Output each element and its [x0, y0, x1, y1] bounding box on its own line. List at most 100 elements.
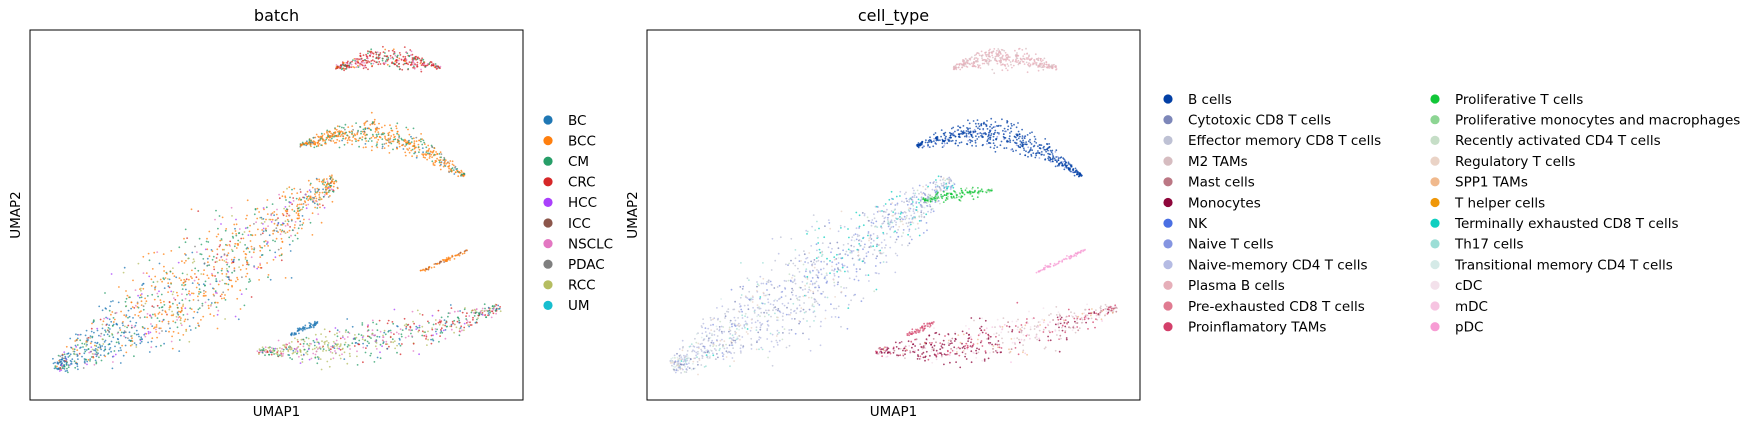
legend-marker: [543, 239, 553, 249]
legend-item-proliferative-monocytes-and-macrophages: Proliferative monocytes and macrophages: [1430, 113, 1740, 129]
legend-item-icc: ICC: [543, 216, 591, 232]
legend-marker: [1430, 156, 1440, 166]
legend-marker: [1163, 239, 1173, 249]
legend-item-proinflamatory-tams: Proinflamatory TAMs: [1163, 320, 1326, 336]
legend-marker: [543, 115, 553, 125]
legend-label: B cells: [1188, 92, 1232, 108]
legend-marker: [1163, 115, 1173, 125]
legend-marker: [1163, 197, 1173, 208]
plot-frame: [646, 29, 1141, 401]
x-axis-label: UMAP1: [253, 404, 301, 420]
legend-item-nsclc: NSCLC: [543, 236, 613, 252]
legend-label: CM: [568, 154, 589, 170]
legend-item-terminally-exhausted-cd8-t-cells: Terminally exhausted CD8 T cells: [1430, 216, 1679, 232]
legend-marker: [543, 300, 553, 310]
y-axis-label: UMAP2: [8, 191, 24, 239]
legend-marker: [1430, 280, 1440, 290]
legend-item-crc: CRC: [543, 175, 596, 191]
legend-label: Effector memory CD8 T cells: [1188, 133, 1381, 149]
legend-label: Mast cells: [1188, 175, 1255, 191]
legend-item-recently-activated-cd4-t-cells: Recently activated CD4 T cells: [1430, 133, 1661, 149]
legend-marker: [543, 136, 553, 146]
legend-label: Cytotoxic CD8 T cells: [1188, 113, 1331, 129]
legend-marker: [1163, 280, 1173, 290]
legend-item-regulatory-t-cells: Regulatory T cells: [1430, 154, 1575, 170]
legend-label: PDAC: [568, 257, 605, 273]
legend-marker: [1430, 135, 1440, 145]
legend-label: ICC: [568, 216, 591, 232]
legend-marker: [1430, 115, 1440, 125]
legend-label: T helper cells: [1454, 195, 1545, 211]
legend-marker: [1163, 177, 1173, 187]
legend-marker: [1163, 322, 1173, 332]
legend-item-bc: BC: [543, 113, 586, 129]
legend-marker: [1430, 177, 1440, 187]
legend-item-effector-memory-cd8-t-cells: Effector memory CD8 T cells: [1163, 133, 1381, 149]
legend-marker: [543, 218, 553, 228]
legend-marker: [1430, 301, 1440, 311]
y-axis-label: UMAP2: [625, 191, 641, 239]
legend-label: RCC: [568, 278, 596, 294]
legend-item-hcc: HCC: [543, 195, 597, 211]
legend-marker: [543, 156, 553, 166]
legend-item-rcc: RCC: [543, 278, 596, 294]
legend: B cells Cytotoxic CD8 T cells Effector mem…: [1163, 92, 1740, 336]
legend-marker: [1163, 301, 1173, 311]
legend-marker: [1430, 197, 1440, 208]
legend-label: Proinflamatory TAMs: [1188, 320, 1326, 336]
legend-marker: [543, 259, 553, 269]
legend-marker: [1163, 260, 1173, 270]
legend-marker: [543, 197, 553, 207]
legend-item-cm: CM: [543, 154, 589, 170]
legend-item-t-helper-cells: T helper cells: [1430, 195, 1545, 211]
legend-label: BC: [568, 113, 586, 129]
legend-label: BCC: [568, 133, 596, 149]
legend-label: SPP1 TAMs: [1455, 175, 1528, 191]
legend-marker: [1430, 218, 1440, 228]
legend-label: pDC: [1455, 320, 1483, 336]
legend-item-cdc: cDC: [1430, 278, 1482, 294]
legend-item-mast-cells: Mast cells: [1163, 175, 1255, 191]
legend-item-transitional-memory-cd4-t-cells: Transitional memory CD4 T cells: [1430, 257, 1673, 273]
legend-label: NK: [1188, 216, 1208, 232]
legend-label: cDC: [1455, 278, 1482, 294]
legend-label: mDC: [1455, 299, 1488, 315]
legend-item-pdac: PDAC: [543, 257, 605, 273]
legend-item-b-cells: B cells: [1163, 92, 1232, 108]
legend: BC BCC CM CRC HCC ICC NSCLC PDAC RCC UM: [543, 113, 613, 314]
legend-marker: [1163, 94, 1173, 104]
legend-label: HCC: [568, 195, 597, 211]
legend-label: M2 TAMs: [1188, 154, 1248, 170]
legend-item-naive-memory-cd4-t-cells: Naive-memory CD4 T cells: [1163, 257, 1368, 273]
legend-marker: [1163, 135, 1173, 145]
legend-label: Pre-exhausted CD8 T cells: [1188, 299, 1365, 315]
legend-label: Terminally exhausted CD8 T cells: [1454, 216, 1679, 232]
legend-marker: [1430, 239, 1440, 249]
legend-item-mdc: mDC: [1430, 299, 1488, 315]
legend-label: Plasma B cells: [1188, 278, 1285, 294]
legend-label: Proliferative T cells: [1455, 92, 1583, 108]
legend-label: CRC: [568, 175, 596, 191]
plot-frame: [29, 29, 524, 401]
legend-label: NSCLC: [568, 236, 613, 252]
legend-label: Proliferative monocytes and macrophages: [1455, 113, 1740, 129]
legend-marker: [1430, 94, 1440, 104]
panel-cell-type: cell_type UMAP1 UMAP2 B cells Cytotoxic C…: [625, 6, 1740, 420]
legend-label: Th17 cells: [1454, 237, 1524, 253]
legend-label: Transitional memory CD4 T cells: [1454, 257, 1673, 273]
legend-item-um: UM: [543, 298, 590, 314]
legend-marker: [1163, 156, 1173, 166]
legend-label: Regulatory T cells: [1455, 154, 1575, 170]
legend-label: Monocytes: [1188, 195, 1261, 211]
legend-marker: [1430, 260, 1440, 270]
legend-marker: [1163, 218, 1173, 228]
panel-batch: batch UMAP1 UMAP2 BC BCC CM CRC HCC ICC NSCLC P…: [8, 6, 613, 420]
legend-item-th17-cells: Th17 cells: [1430, 237, 1524, 253]
legend-label: Naive-memory CD4 T cells: [1188, 257, 1368, 273]
legend-marker: [543, 280, 553, 290]
legend-item-naive-t-cells: Naive T cells: [1163, 237, 1274, 253]
legend-item-bcc: BCC: [543, 133, 596, 149]
legend-label: Recently activated CD4 T cells: [1455, 133, 1661, 149]
legend-label: Naive T cells: [1188, 237, 1274, 253]
